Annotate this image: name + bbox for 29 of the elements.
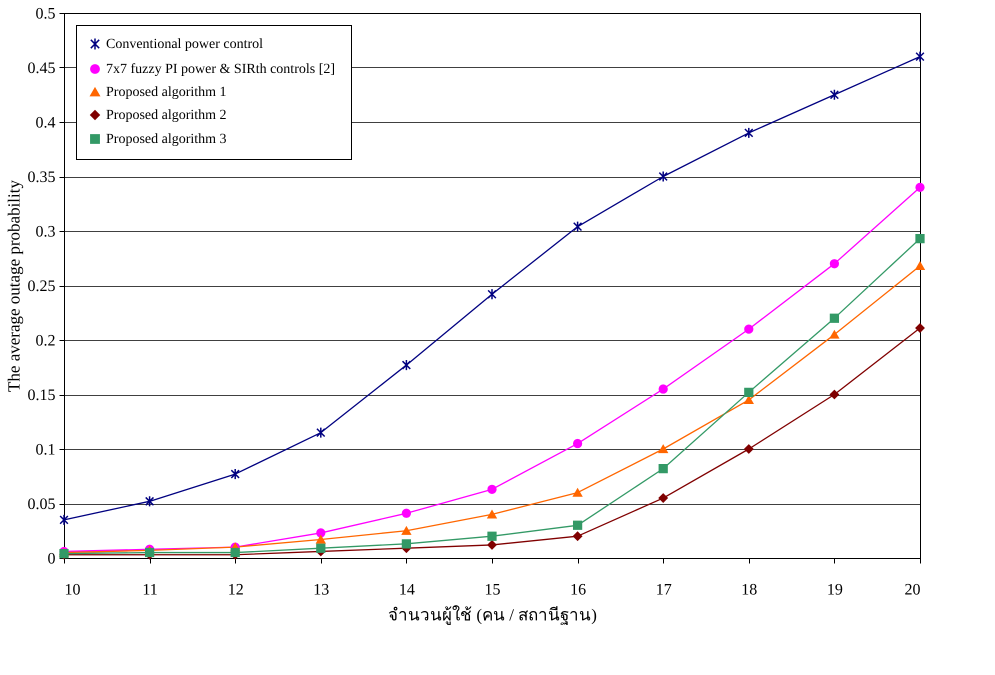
y-tick-label: 0.2 [36, 332, 56, 350]
x-tick-label: 13 [313, 582, 330, 598]
x-tick-label: 12 [228, 582, 244, 598]
x-tick-label: 17 [656, 582, 672, 598]
x-axis-title: จำนวนผู้ใช้ (คน / สถานีฐาน) [388, 604, 597, 626]
x-tick-label: 20 [904, 582, 920, 598]
y-tick-label: 0.1 [36, 442, 56, 458]
y-tick-label: 0.05 [28, 496, 56, 513]
y-tick-label: 0.4 [36, 114, 56, 132]
y-tick-label: 0.3 [36, 224, 56, 240]
legend-label: Proposed algorithm 2 [106, 108, 227, 123]
legend-label: Conventional power control [106, 37, 264, 52]
legend-label: Proposed algorithm 1 [106, 85, 227, 100]
x-tick-label: 15 [484, 582, 500, 598]
x-tick-label: 11 [142, 582, 158, 598]
x-tick-label: 14 [398, 582, 415, 598]
y-tick-label: 0.15 [28, 387, 56, 404]
y-tick-label: 0.45 [28, 60, 56, 77]
x-tick-label: 10 [64, 582, 80, 598]
x-tick-label: 16 [570, 582, 586, 598]
y-tick-label: 0 [48, 550, 56, 568]
x-tick-label: 18 [741, 582, 758, 598]
y-axis-title: The average outage probability [4, 180, 24, 392]
y-tick-label: 0.35 [28, 169, 56, 186]
x-tick-label: 19 [826, 582, 843, 598]
y-tick-label: 0.5 [36, 6, 56, 22]
y-tick-label: 0.25 [28, 278, 56, 295]
legend-label: Proposed algorithm 3 [106, 132, 227, 147]
legend-label: 7x7 fuzzy PI power & SIRth controls [2] [106, 62, 336, 77]
